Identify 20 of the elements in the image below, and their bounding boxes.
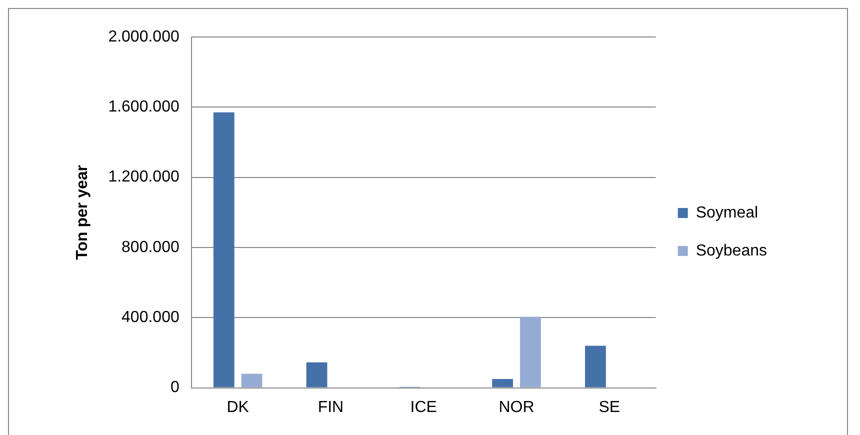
x-tick-label: FIN bbox=[318, 398, 344, 416]
bar bbox=[306, 362, 328, 388]
bar bbox=[585, 346, 606, 388]
legend-label: Soybeans bbox=[696, 242, 768, 260]
y-tick-label: 0 bbox=[170, 379, 180, 396]
y-tick-label: 1.200.000 bbox=[108, 168, 180, 186]
y-tick-label: 2.000.000 bbox=[108, 28, 180, 46]
x-tick-label: ICE bbox=[410, 398, 437, 416]
y-tick-label: 400.000 bbox=[122, 309, 180, 326]
y-tick-label: 1.600.000 bbox=[108, 98, 180, 116]
y-axis-title: Ton per year bbox=[74, 164, 92, 260]
bar bbox=[520, 316, 541, 388]
bar bbox=[241, 374, 262, 388]
bar bbox=[213, 112, 234, 388]
x-tick-label: SE bbox=[598, 398, 620, 416]
bar bbox=[492, 379, 514, 388]
x-tick-label: NOR bbox=[498, 398, 534, 416]
legend-label: Soymeal bbox=[696, 204, 758, 222]
x-tick-label: DK bbox=[226, 398, 250, 416]
y-tick-label: 800.000 bbox=[122, 238, 180, 256]
